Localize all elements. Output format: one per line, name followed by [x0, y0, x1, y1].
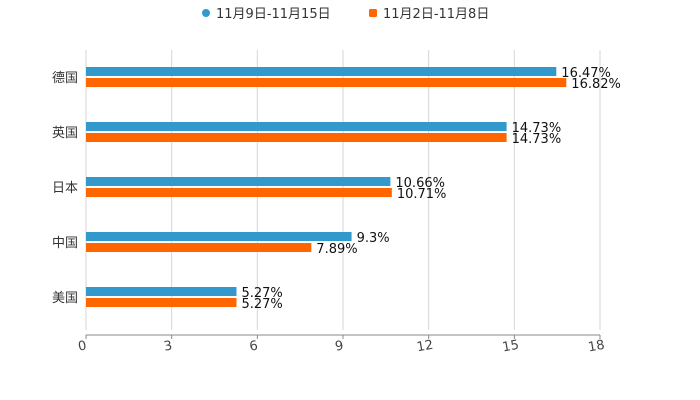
category-label: 美国 [52, 291, 78, 306]
bar [86, 232, 352, 241]
bar [86, 287, 237, 296]
category-label: 英国 [52, 126, 78, 141]
x-tick-label: 15 [501, 338, 520, 356]
x-tick-label: 6 [248, 338, 259, 354]
bar [86, 67, 557, 76]
bars: 德国 16.47%16.82% 英国 14.73%14.73% 日本 10.66%10.7… [52, 66, 621, 312]
x-axis: 0 3 6 9 12 15 18 [77, 334, 606, 356]
data-label: 5.27% [241, 286, 282, 301]
data-label: 14.73% [512, 132, 562, 147]
data-label: 14.73% [512, 121, 562, 136]
data-label: 7.89% [316, 242, 357, 257]
bar [86, 78, 567, 87]
data-label: 16.82% [571, 77, 621, 92]
x-tick-label: 9 [334, 338, 345, 354]
legend-marker-square [369, 9, 377, 17]
bar [86, 298, 237, 307]
legend-marker-circle [202, 9, 210, 17]
data-label: 10.66% [395, 176, 445, 191]
bar [86, 133, 507, 142]
x-tick-label: 3 [163, 338, 174, 354]
legend-label: 11月2日-11月8日 [383, 7, 489, 22]
data-label: 9.3% [357, 231, 390, 246]
data-label: 16.47% [561, 66, 611, 81]
category-label: 中国 [52, 236, 78, 251]
data-label: 10.71% [397, 187, 447, 202]
category-label: 德国 [52, 71, 78, 86]
x-tick-label: 12 [416, 338, 435, 356]
x-tick-label: 18 [587, 338, 606, 356]
bar [86, 122, 507, 131]
bar [86, 243, 312, 252]
data-label: 5.27% [241, 297, 282, 312]
legend-label: 11月9日-11月15日 [216, 7, 331, 22]
category-label: 日本 [52, 181, 78, 196]
bar [86, 177, 391, 186]
x-tick-label: 0 [77, 338, 88, 354]
bar [86, 188, 392, 197]
legend[interactable]: 11月9日-11月15日 11月2日-11月8日 [202, 7, 489, 22]
